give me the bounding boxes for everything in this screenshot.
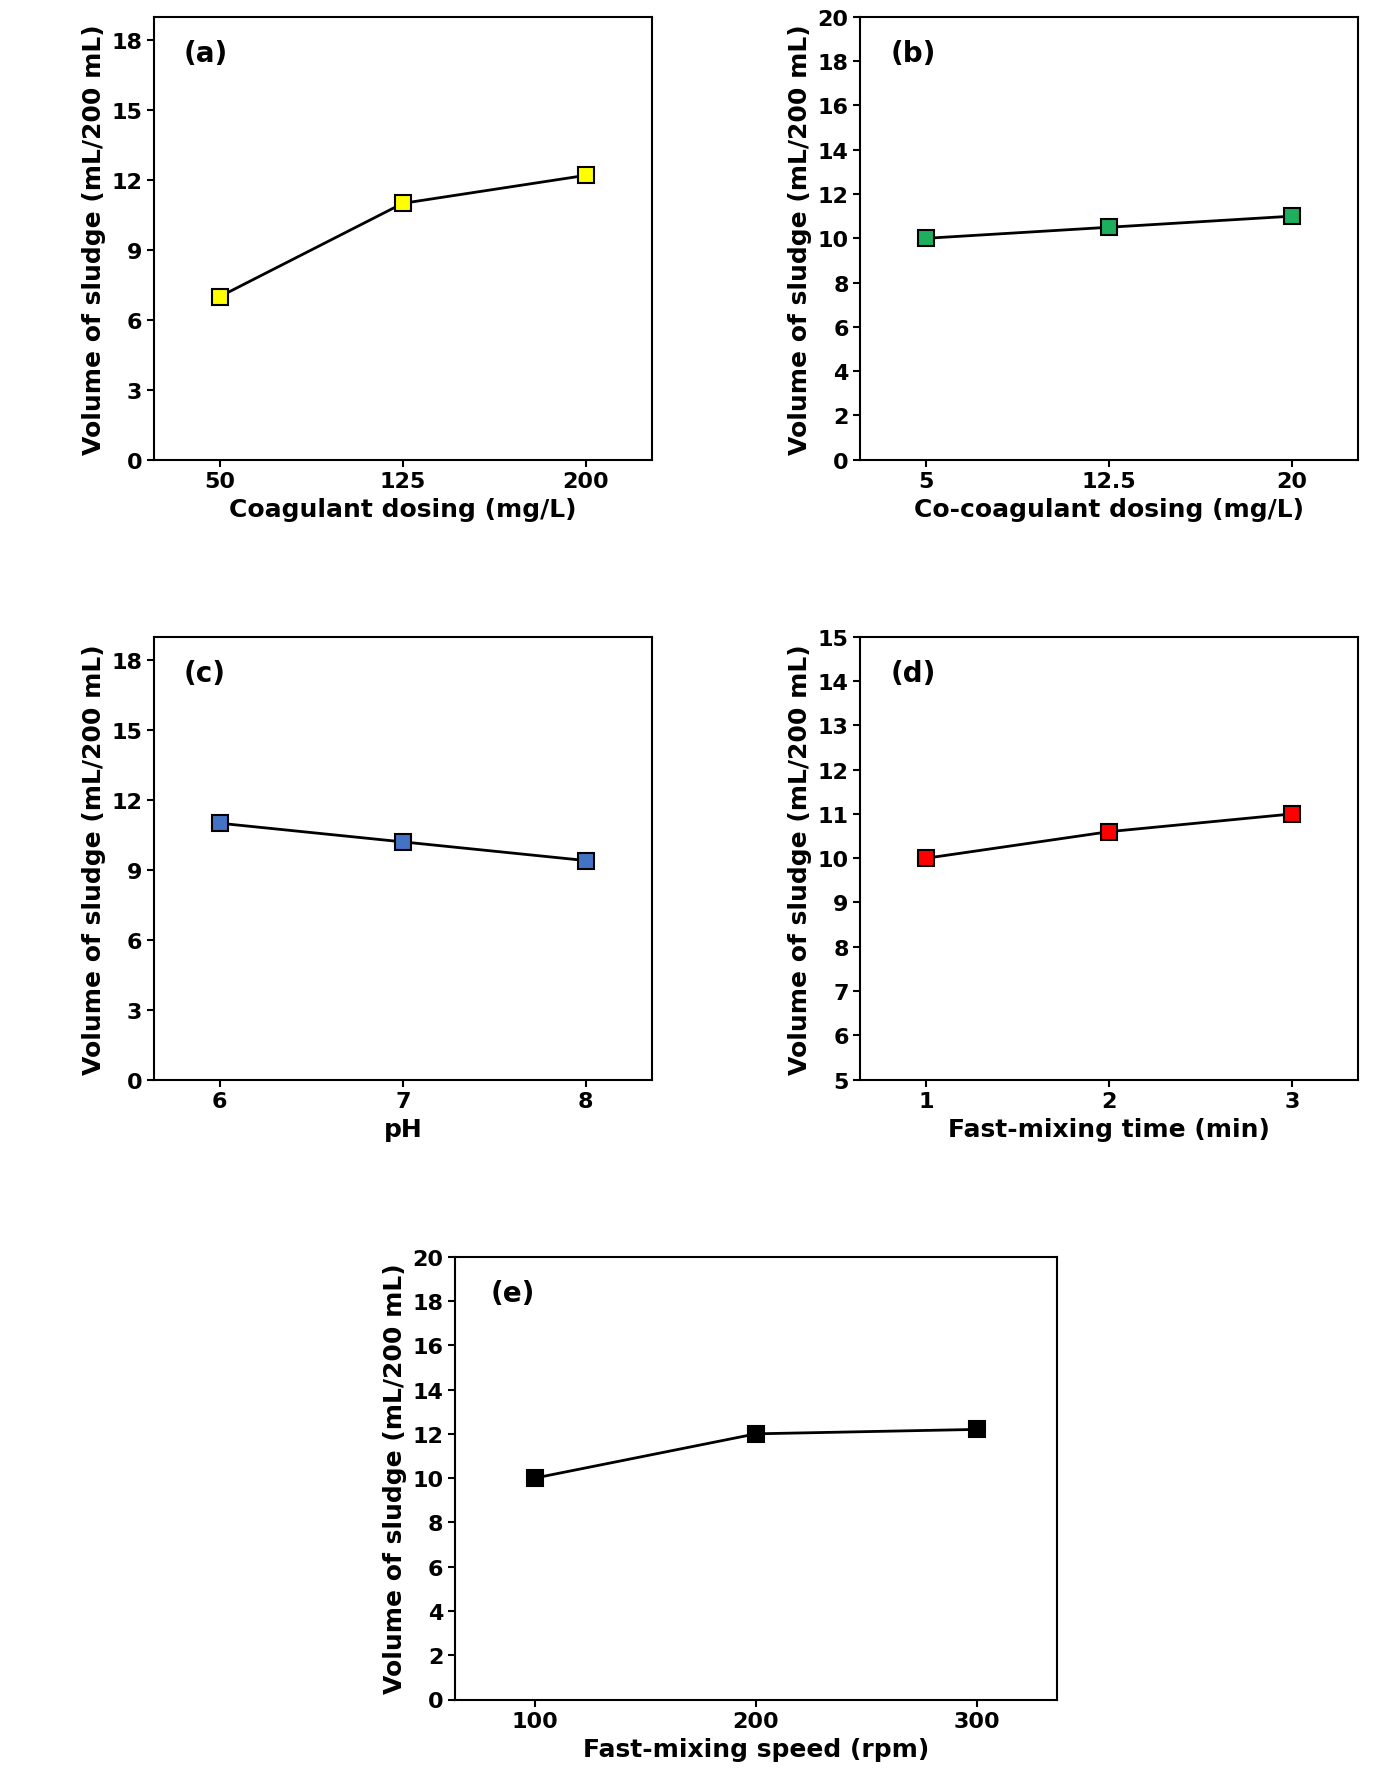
Text: (e): (e) [491,1279,535,1308]
Y-axis label: Volume of sludge (mL/200 mL): Volume of sludge (mL/200 mL) [382,1263,406,1694]
X-axis label: Fast-mixing speed (rpm): Fast-mixing speed (rpm) [582,1737,930,1760]
Y-axis label: Volume of sludge (mL/200 mL): Volume of sludge (mL/200 mL) [81,644,105,1073]
X-axis label: Fast-mixing time (min): Fast-mixing time (min) [948,1118,1270,1141]
Text: (a): (a) [183,39,228,68]
Text: (b): (b) [890,39,935,68]
Y-axis label: Volume of sludge (mL/200 mL): Volume of sludge (mL/200 mL) [81,23,105,454]
Y-axis label: Volume of sludge (mL/200 mL): Volume of sludge (mL/200 mL) [788,23,812,454]
X-axis label: Coagulant dosing (mg/L): Coagulant dosing (mg/L) [230,497,577,522]
X-axis label: pH: pH [384,1118,423,1141]
Text: (d): (d) [890,660,935,687]
Text: (c): (c) [183,660,225,687]
Y-axis label: Volume of sludge (mL/200 mL): Volume of sludge (mL/200 mL) [788,644,812,1073]
X-axis label: Co-coagulant dosing (mg/L): Co-coagulant dosing (mg/L) [914,497,1305,522]
